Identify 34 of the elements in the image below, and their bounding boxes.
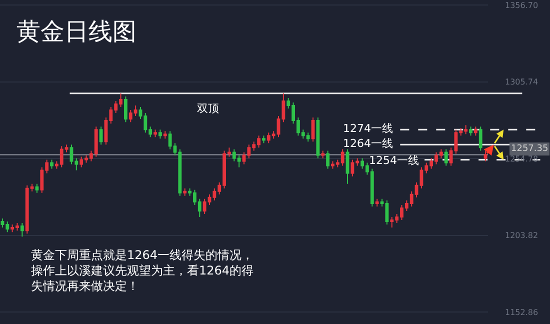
text: 黄金日线图: [16, 17, 136, 46]
ref-line-label: 1274一线: [343, 122, 393, 135]
candlestick: [50, 159, 54, 170]
candlestick: [346, 148, 350, 184]
ref-line-label: 双顶: [197, 102, 219, 115]
annotation: 黄金下周重点就是1264一线得失的情况，操作上以溪建议先观望为主，看1264的得失情况再来做决定！: [31, 248, 254, 294]
candlestick: [99, 126, 103, 146]
ref-line-label: 1264一线: [343, 137, 393, 150]
y-tick-label: 1305.74: [505, 78, 538, 87]
y-tick-label: 1203.82: [505, 231, 538, 240]
candlestick: [478, 126, 482, 152]
candlestick: [124, 96, 128, 123]
y-tick-label: 1356.70: [505, 0, 538, 10]
candlestick: [375, 198, 379, 207]
candlestick: [449, 147, 453, 166]
candlestick: [154, 129, 157, 138]
candlestick: [321, 150, 325, 159]
candlestick: [444, 148, 448, 166]
candlestick: [326, 150, 330, 170]
candlestick: [163, 130, 167, 140]
candlestick: [484, 150, 488, 162]
candlestick: [474, 126, 478, 136]
candlestick: [20, 222, 24, 238]
candlestick: [311, 117, 315, 142]
ref-line-label: 1254一线: [369, 154, 419, 167]
candlestick: [183, 188, 187, 196]
candlestick: [469, 126, 472, 136]
y-tick-label: 1152.86: [505, 308, 538, 317]
candlestick: [158, 129, 162, 140]
candlestick: [35, 183, 39, 194]
ref-line-label: 1257.35: [511, 144, 548, 154]
y-tick-label: 1254.78: [505, 154, 538, 164]
candlestick: [316, 117, 320, 159]
candlestick: [262, 135, 266, 144]
